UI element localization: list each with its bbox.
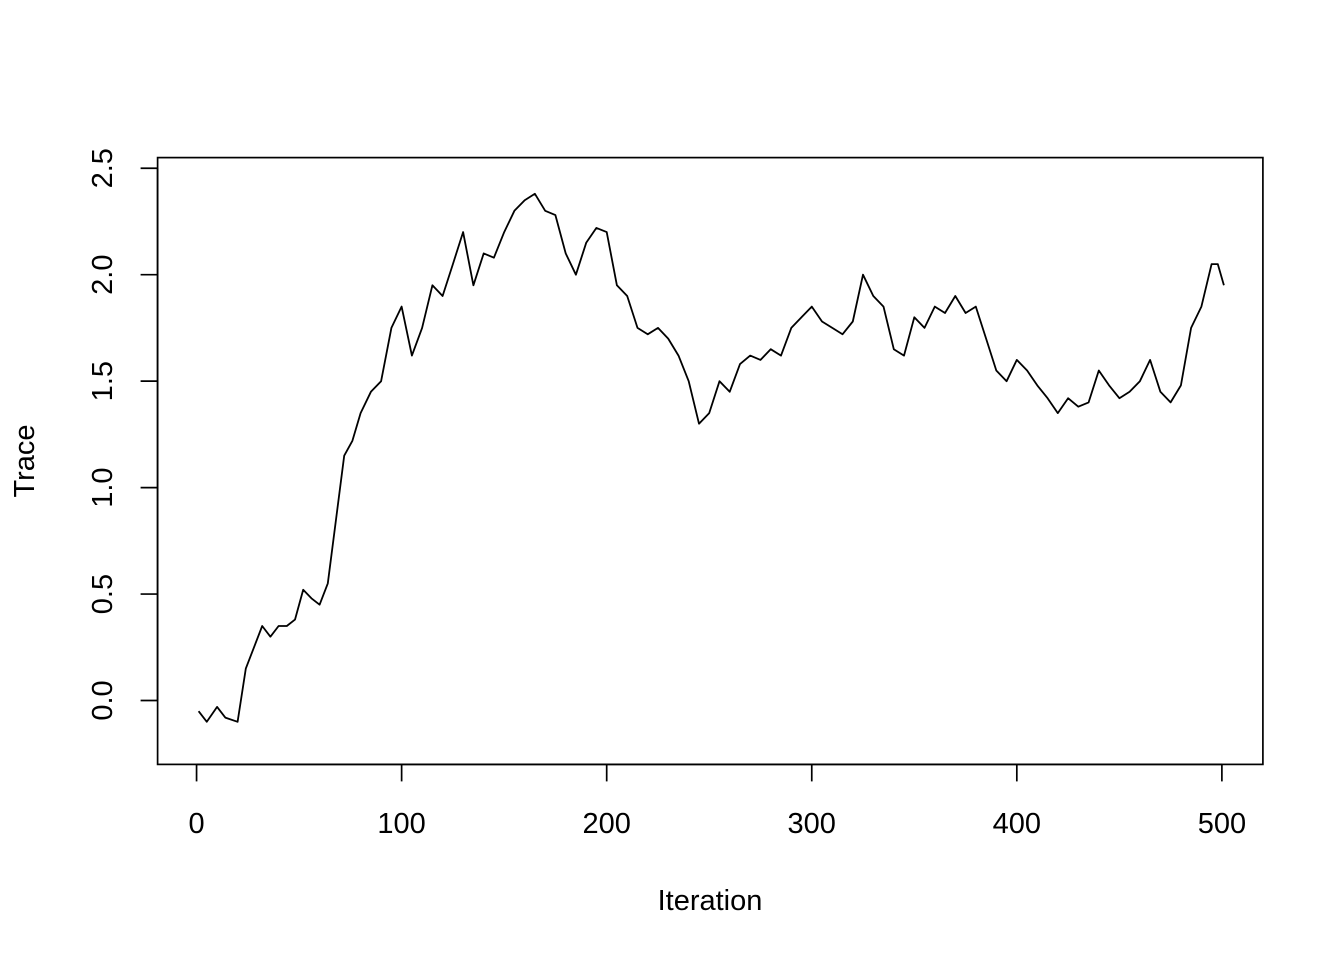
x-axis-label: Iteration (658, 885, 763, 917)
y-axis: 0.0 0.5 1.0 1.5 2.0 2.5 (87, 148, 159, 721)
x-tick-label: 0 (188, 808, 204, 840)
x-axis: 0 100 200 300 400 500 (188, 763, 1246, 840)
y-tick-label: 1.0 (87, 467, 119, 507)
y-tick-label: 2.5 (87, 148, 119, 188)
x-tick-label: 300 (788, 808, 836, 840)
x-tick-label: 100 (377, 808, 425, 840)
y-tick-label: 1.5 (87, 361, 119, 401)
x-tick-label: 400 (993, 808, 1041, 840)
y-tick-label: 2.0 (87, 255, 119, 295)
trace-line (197, 192, 1225, 723)
y-tick-label: 0.0 (87, 680, 119, 720)
x-tick-label: 200 (582, 808, 630, 840)
y-tick-label: 0.5 (87, 574, 119, 614)
x-tick-label: 500 (1198, 808, 1246, 840)
y-axis-label: Trace (9, 424, 41, 497)
plot-frame (156, 156, 1264, 766)
